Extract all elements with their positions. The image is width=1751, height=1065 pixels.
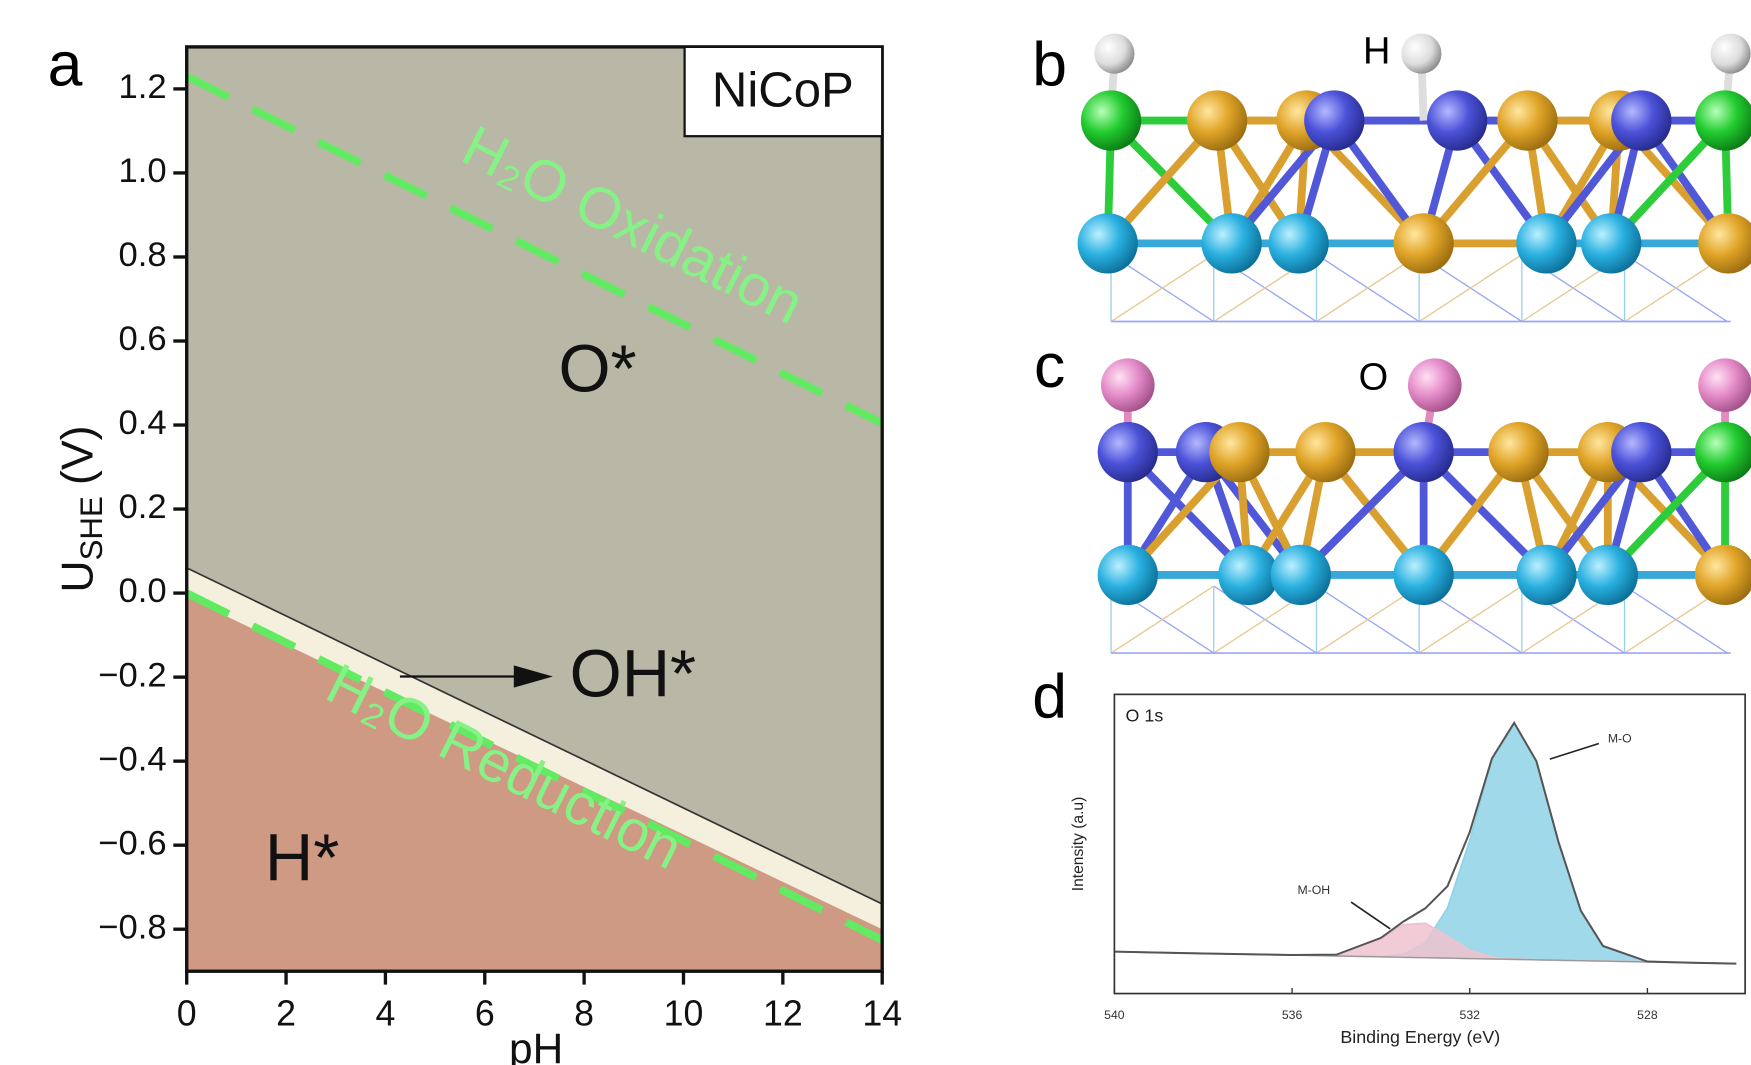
panel-label: a [48,30,83,100]
x-tick-label: 532 [1460,1008,1481,1022]
x-tick-label: 540 [1104,1008,1125,1022]
atom [1081,90,1141,150]
panel-title: O 1s [1126,705,1164,725]
atom [1187,90,1247,150]
y-tick-label: 0.4 [119,404,167,442]
y-tick-label: −0.8 [98,908,166,946]
atom [1516,213,1576,273]
x-tick-label: 0 [177,993,197,1033]
x-axis-label: pH [509,1025,563,1065]
y-tick-label: 0.2 [119,488,167,526]
atom [1295,422,1355,482]
atom [1078,213,1138,273]
y-axis-label: USHE (V) [53,425,109,592]
atom [1611,422,1671,482]
peak-arrow [1550,743,1599,759]
atom [1393,213,1453,273]
region-label: O* [558,332,636,407]
x-tick-label: 8 [574,993,594,1033]
atom [1393,422,1453,482]
atom [1711,33,1751,73]
atom [1201,213,1261,273]
atom [1516,545,1576,605]
structure-b [1078,33,1751,321]
x-tick-label: 4 [375,993,395,1033]
atom [1401,33,1441,73]
y-tick-label: −0.4 [98,740,166,778]
atom [1488,422,1548,482]
panel-label: c [1034,331,1065,401]
atom [1209,422,1269,482]
panel-label: d [1032,662,1067,732]
atom [1581,213,1641,273]
atom [1304,90,1364,150]
atom [1497,90,1557,150]
region-label: H* [265,821,339,896]
atom [1098,422,1158,482]
atom [1098,545,1158,605]
region-label: OH* [570,636,697,711]
x-tick-label: 536 [1282,1008,1303,1022]
y-tick-label: 0.6 [119,320,167,358]
y-tick-label: 0.8 [119,236,167,274]
structure-c [1098,358,1751,653]
figure: a b c d H O H₂O OxidationH₂O ReductionO*… [0,0,1751,1065]
peak-arrow [1351,902,1390,929]
legend-label: NiCoP [712,64,854,118]
atom [1578,545,1638,605]
panel-label: b [1032,30,1067,100]
y-tick-label: 0.0 [119,572,167,610]
x-axis-label: Binding Energy (eV) [1340,1027,1500,1047]
y-axis-label: Intensity (a.u) [1070,797,1087,892]
atom-label: H [1363,31,1390,73]
atom [1698,358,1751,412]
atom [1427,90,1487,150]
peak-label: M-O [1608,731,1632,745]
y-axis-label-main: U [53,560,102,592]
atom [1094,33,1134,73]
page: a b c d H O H₂O OxidationH₂O ReductionO*… [0,0,1751,1065]
atom [1393,545,1453,605]
y-tick-label: 1.0 [119,152,167,190]
y-axis-label-unit: (V) [53,425,102,485]
y-tick-label: 1.2 [119,68,167,106]
atom-label: O [1359,357,1389,399]
x-tick-label: 10 [664,993,704,1033]
atom [1408,358,1462,412]
atom [1268,213,1328,273]
x-tick-label: 6 [475,993,495,1033]
x-tick-label: 14 [862,993,902,1033]
x-tick-label: 528 [1637,1008,1658,1022]
atom [1218,545,1278,605]
atom [1271,545,1331,605]
y-tick-label: −0.2 [98,656,166,694]
x-tick-label: 2 [276,993,296,1033]
peak-label: M-OH [1297,883,1330,897]
y-tick-label: −0.6 [98,824,166,862]
y-axis-label-sub: SHE [74,496,109,560]
atom [1101,358,1155,412]
x-tick-label: 12 [763,993,803,1033]
atom [1611,90,1671,150]
